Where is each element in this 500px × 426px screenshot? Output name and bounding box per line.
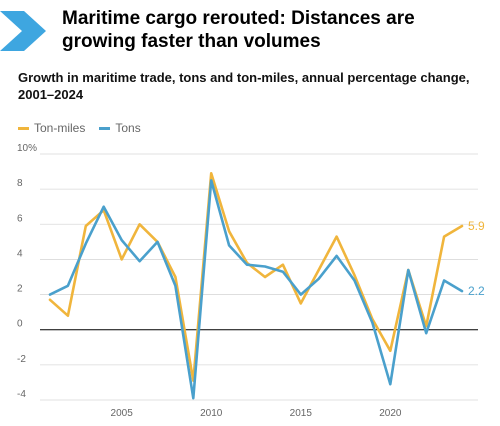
y-tick-label: -2 — [17, 354, 26, 365]
legend-item-tons: Tons — [99, 121, 141, 135]
x-tick-label: 2010 — [200, 408, 223, 419]
series-lines — [48, 171, 464, 400]
chart-subtitle: Growth in maritime trade, tons and ton-m… — [18, 70, 470, 102]
legend-label-tons: Tons — [115, 121, 141, 135]
legend-item-ton-miles: Ton-miles — [18, 121, 85, 135]
y-tick-label: -4 — [17, 389, 26, 400]
page-title: Maritime cargo rerouted: Distances are g… — [62, 8, 415, 52]
gridlines — [40, 153, 478, 401]
y-tick-label: 4 — [17, 248, 23, 259]
y-tick-label: 0 — [17, 319, 23, 330]
series-line-tons — [48, 179, 464, 400]
legend: Ton-miles Tons — [18, 120, 155, 136]
header: Maritime cargo rerouted: Distances are g… — [0, 0, 500, 62]
legend-label-ton-miles: Ton-miles — [34, 121, 86, 135]
y-tick-label: 6 — [17, 213, 23, 224]
chevron-right-icon — [0, 11, 46, 51]
end-labels: 5.9 2.2 — [468, 219, 485, 298]
y-tick-label: 8 — [17, 178, 23, 189]
x-tick-label: 2005 — [111, 408, 134, 419]
legend-swatch-ton-miles — [18, 126, 29, 130]
series-line-ton-miles — [48, 171, 464, 382]
y-tick-label: 10% — [17, 143, 37, 154]
y-axis-ticks: -4 -2 0 2 4 6 8 10% — [17, 143, 37, 400]
x-tick-label: 2020 — [379, 408, 402, 419]
line-chart: -4 -2 0 2 4 6 8 10% 2005 2010 2015 2020 5.9 2.2 — [17, 143, 485, 419]
legend-swatch-tons — [99, 126, 111, 130]
end-label-ton-miles: 5.9 — [468, 219, 485, 233]
x-tick-label: 2015 — [290, 408, 313, 419]
end-label-tons: 2.2 — [468, 284, 485, 298]
x-axis-ticks: 2005 2010 2015 2020 — [111, 408, 402, 419]
y-tick-label: 2 — [17, 284, 23, 295]
